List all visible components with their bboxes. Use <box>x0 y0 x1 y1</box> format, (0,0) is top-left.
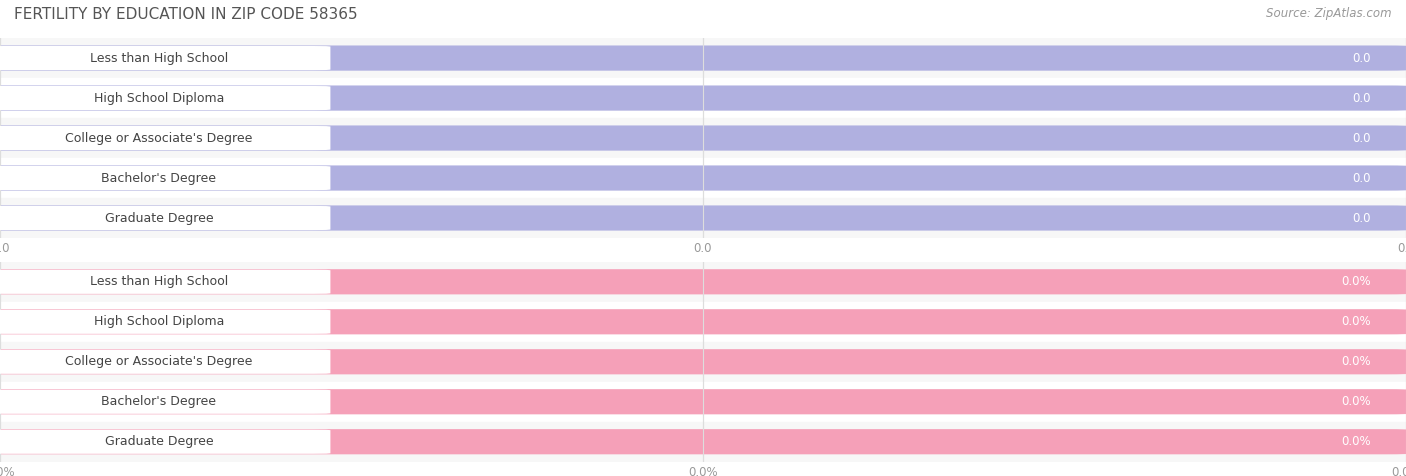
FancyBboxPatch shape <box>0 206 1406 230</box>
FancyBboxPatch shape <box>0 350 330 374</box>
FancyBboxPatch shape <box>0 166 1406 190</box>
Text: Less than High School: Less than High School <box>90 275 228 288</box>
FancyBboxPatch shape <box>0 126 330 150</box>
Text: Less than High School: Less than High School <box>90 51 228 65</box>
Text: 0.0%: 0.0% <box>1341 355 1371 368</box>
FancyBboxPatch shape <box>0 310 330 334</box>
Text: 0.0%: 0.0% <box>1341 435 1371 448</box>
FancyBboxPatch shape <box>0 389 1406 414</box>
Text: Bachelor's Degree: Bachelor's Degree <box>101 395 217 408</box>
Bar <box>0 158 1406 198</box>
Text: College or Associate's Degree: College or Associate's Degree <box>65 131 253 145</box>
Text: 0.0: 0.0 <box>1353 91 1371 105</box>
FancyBboxPatch shape <box>0 86 1406 110</box>
Text: 0.0: 0.0 <box>1353 51 1371 65</box>
Bar <box>0 78 1406 118</box>
Text: 0.0%: 0.0% <box>1341 275 1371 288</box>
FancyBboxPatch shape <box>0 126 1406 150</box>
Text: Graduate Degree: Graduate Degree <box>104 211 214 225</box>
FancyBboxPatch shape <box>0 206 330 230</box>
FancyBboxPatch shape <box>0 46 1406 70</box>
Text: Graduate Degree: Graduate Degree <box>104 435 214 448</box>
Text: 0.0: 0.0 <box>1353 171 1371 185</box>
FancyBboxPatch shape <box>0 390 330 414</box>
FancyBboxPatch shape <box>0 309 1406 334</box>
FancyBboxPatch shape <box>0 46 330 70</box>
FancyBboxPatch shape <box>0 430 330 454</box>
Text: 0.0%: 0.0% <box>1341 395 1371 408</box>
Text: College or Associate's Degree: College or Associate's Degree <box>65 355 253 368</box>
Bar <box>0 422 1406 462</box>
Bar <box>0 118 1406 158</box>
Text: High School Diploma: High School Diploma <box>94 91 224 105</box>
Text: 0.0: 0.0 <box>1353 131 1371 145</box>
FancyBboxPatch shape <box>0 86 330 110</box>
FancyBboxPatch shape <box>0 269 1406 294</box>
FancyBboxPatch shape <box>0 429 1406 454</box>
FancyBboxPatch shape <box>0 270 330 294</box>
Bar <box>0 302 1406 342</box>
FancyBboxPatch shape <box>0 166 330 190</box>
Text: Bachelor's Degree: Bachelor's Degree <box>101 171 217 185</box>
Text: High School Diploma: High School Diploma <box>94 315 224 328</box>
FancyBboxPatch shape <box>0 349 1406 374</box>
Text: 0.0: 0.0 <box>1353 211 1371 225</box>
Text: 0.0%: 0.0% <box>1341 315 1371 328</box>
Bar <box>0 262 1406 302</box>
Bar <box>0 38 1406 78</box>
Text: Source: ZipAtlas.com: Source: ZipAtlas.com <box>1267 7 1392 20</box>
Bar <box>0 342 1406 382</box>
Bar <box>0 198 1406 238</box>
Text: FERTILITY BY EDUCATION IN ZIP CODE 58365: FERTILITY BY EDUCATION IN ZIP CODE 58365 <box>14 7 357 22</box>
Bar <box>0 382 1406 422</box>
